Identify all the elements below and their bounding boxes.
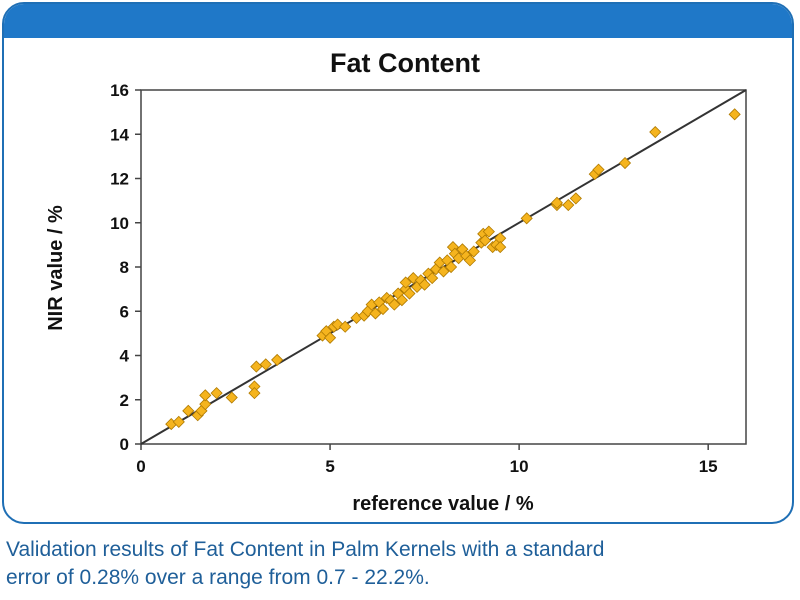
y-tick-label: 2 (120, 391, 129, 410)
data-point-marker (649, 125, 662, 139)
data-point-marker (592, 163, 605, 176)
data-point-marker (248, 387, 261, 400)
data-point-marker (172, 415, 185, 428)
data-point-marker (323, 331, 337, 344)
data-point-marker (369, 307, 382, 320)
data-point-marker (494, 241, 507, 254)
caption-line-2: error of 0.28% over a range from 0.7 - 2… (6, 566, 430, 589)
figure-caption: Validation results of Fat Content in Pal… (6, 536, 796, 592)
data-point-marker (728, 108, 741, 121)
data-point-marker (199, 398, 212, 411)
data-point-marker (562, 198, 575, 212)
data-point-marker (250, 360, 263, 373)
data-point-marker (444, 260, 458, 274)
caption-line-1: Validation results of Fat Content in Pal… (6, 538, 605, 561)
data-point-marker (479, 234, 492, 247)
data-point-marker (437, 265, 450, 278)
data-point-marker (407, 271, 420, 285)
y-tick-label: 8 (120, 258, 129, 277)
y-axis-label: NIR value / % (45, 205, 67, 331)
data-point-marker (376, 302, 390, 316)
data-point-marker (467, 245, 480, 258)
data-point-marker (339, 320, 352, 333)
x-axis: 0 5 10 15 (136, 444, 718, 476)
y-axis: 0 2 4 6 8 10 12 14 16 (110, 81, 141, 454)
x-tick-label: 10 (510, 457, 529, 476)
data-point-marker (259, 358, 272, 371)
data-point-marker (225, 391, 238, 404)
data-point-marker (618, 156, 632, 170)
data-point-marker (395, 294, 408, 307)
y-tick-label: 14 (110, 125, 129, 144)
card-header-band (4, 4, 792, 38)
x-tick-label: 15 (699, 457, 718, 476)
data-point-marker (550, 196, 564, 209)
data-point-marker (569, 192, 582, 205)
y-tick-label: 6 (120, 302, 129, 321)
x-axis-label: reference value / % (352, 493, 533, 515)
x-tick-label: 5 (325, 457, 334, 476)
x-tick-label: 0 (136, 457, 145, 476)
data-point-marker (520, 212, 533, 225)
data-point-marker (482, 225, 495, 238)
chart-title: Fat Content (330, 48, 480, 78)
data-point-marker (418, 278, 431, 291)
data-point-marker (210, 387, 223, 400)
data-point-marker (199, 389, 212, 402)
data-point-marker (426, 271, 439, 285)
data-point-marker (463, 254, 477, 267)
data-point-marker (182, 404, 195, 417)
y-tick-label: 0 (120, 435, 129, 454)
data-points (165, 108, 741, 431)
scatter-chart: Fat Content NIR value / % reference valu… (45, 48, 747, 515)
data-point-marker (403, 287, 416, 300)
y-tick-label: 12 (110, 170, 129, 189)
y-tick-label: 16 (110, 81, 129, 100)
y-tick-label: 10 (110, 214, 129, 233)
data-point-marker (388, 298, 401, 311)
y-tick-label: 4 (120, 347, 130, 366)
data-point-marker (271, 353, 284, 366)
data-point-marker (399, 276, 412, 289)
